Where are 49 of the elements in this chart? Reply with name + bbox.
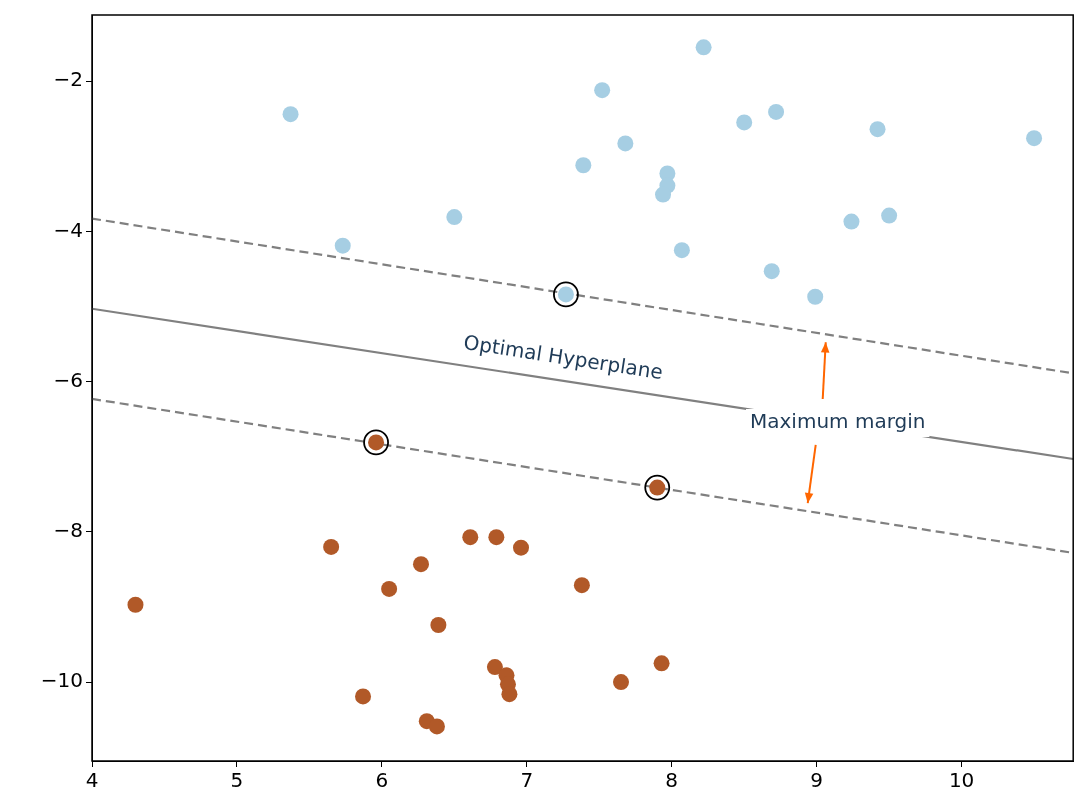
point <box>768 103 785 120</box>
point <box>869 121 886 138</box>
y-tick-label: −4 <box>53 217 83 242</box>
point <box>363 429 389 456</box>
point <box>1026 130 1043 147</box>
point <box>673 242 690 259</box>
point <box>553 281 579 308</box>
point <box>334 237 351 254</box>
x-tick-label: 8 <box>665 768 679 793</box>
point <box>763 263 780 280</box>
point <box>644 474 671 501</box>
point <box>488 529 505 546</box>
point <box>462 529 479 546</box>
point <box>486 659 503 676</box>
point <box>430 617 447 634</box>
x-tick-label: 6 <box>375 768 389 793</box>
point <box>575 157 592 174</box>
x-tick-label: 5 <box>230 768 244 793</box>
x-tick-label: 10 <box>948 768 975 793</box>
y-tick-label: −10 <box>40 668 83 693</box>
point <box>413 556 429 573</box>
point <box>501 686 518 703</box>
point <box>428 718 445 735</box>
point <box>594 82 611 99</box>
point <box>736 114 753 131</box>
point <box>282 106 299 123</box>
point <box>695 39 712 56</box>
point <box>323 538 340 555</box>
point <box>807 288 824 305</box>
point <box>655 186 672 203</box>
point <box>653 655 670 672</box>
point <box>381 580 398 597</box>
point <box>573 577 590 594</box>
point <box>446 209 463 226</box>
point <box>513 539 529 556</box>
annotation: Optimal Hyperplane <box>462 330 665 385</box>
point <box>881 207 898 224</box>
point <box>613 674 630 691</box>
y-tick-label: −2 <box>53 67 83 92</box>
x-tick-label: 7 <box>520 768 534 793</box>
x-tick-label: 4 <box>85 768 99 793</box>
annotation: Maximum margin <box>749 409 926 434</box>
point <box>843 213 860 230</box>
point <box>127 596 144 613</box>
y-tick-label: −6 <box>53 367 83 392</box>
x-tick-label: 9 <box>810 768 824 793</box>
y-tick-label: −8 <box>53 518 83 543</box>
point <box>355 688 372 705</box>
point <box>617 135 634 152</box>
